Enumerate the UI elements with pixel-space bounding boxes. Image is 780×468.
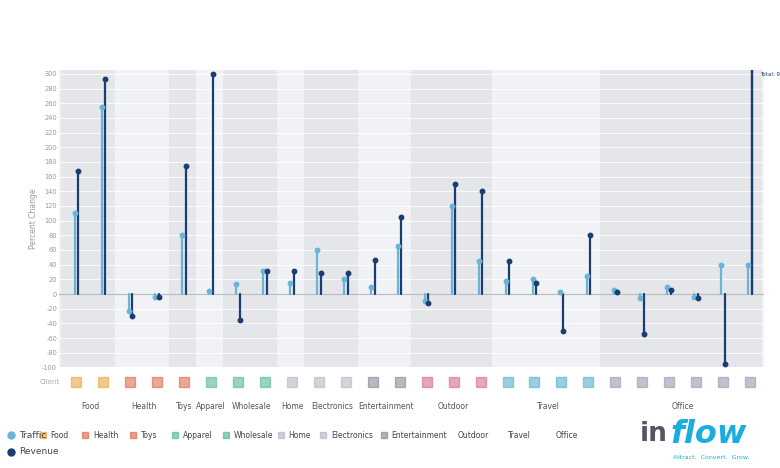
- Text: Wholesale: Wholesale: [233, 431, 273, 440]
- Text: Health: Health: [93, 431, 119, 440]
- Y-axis label: Percent Change: Percent Change: [29, 189, 38, 249]
- Text: Client: Client: [40, 379, 60, 385]
- Bar: [61, 70, 115, 367]
- Text: Traffic & Revenue Growth:: Traffic & Revenue Growth:: [108, 23, 388, 42]
- Text: Food: Food: [51, 431, 69, 440]
- Text: Entertainment: Entertainment: [359, 402, 414, 410]
- Text: Office: Office: [555, 431, 577, 440]
- Text: Apparel: Apparel: [183, 431, 213, 440]
- Text: Apparel: Apparel: [197, 402, 226, 410]
- Text: Total: 97%: Total: 97%: [760, 72, 780, 77]
- Text: Attract.  Convert.  Grow.: Attract. Convert. Grow.: [672, 455, 749, 461]
- Text: Travel: Travel: [508, 431, 530, 440]
- Bar: [411, 70, 492, 367]
- Bar: [600, 70, 762, 367]
- Text: Outdoor: Outdoor: [457, 431, 488, 440]
- Text: Outdoor: Outdoor: [438, 402, 470, 410]
- Text: Toys: Toys: [176, 402, 193, 410]
- Text: Health: Health: [131, 402, 157, 410]
- Text: Travel: Travel: [537, 402, 559, 410]
- Text: Office: Office: [672, 402, 694, 410]
- Text: Home: Home: [281, 402, 303, 410]
- Text: Electronics: Electronics: [332, 431, 373, 440]
- Bar: [169, 70, 196, 367]
- Text: in: in: [640, 421, 668, 447]
- Text: Toys: Toys: [140, 431, 158, 440]
- Text: Revenue: Revenue: [20, 447, 59, 456]
- Text: Wholesale: Wholesale: [232, 402, 271, 410]
- Bar: [303, 70, 357, 367]
- Text: Electronics: Electronics: [311, 402, 353, 410]
- Text: Traffic: Traffic: [20, 431, 47, 440]
- Text: Home: Home: [289, 431, 311, 440]
- Text: Feb. 2020 vs. Feb. 2021: Feb. 2020 vs. Feb. 2021: [392, 23, 622, 42]
- Bar: [223, 70, 277, 367]
- Text: Entertainment: Entertainment: [392, 431, 447, 440]
- Text: Food: Food: [81, 402, 99, 410]
- Text: flow: flow: [670, 419, 746, 450]
